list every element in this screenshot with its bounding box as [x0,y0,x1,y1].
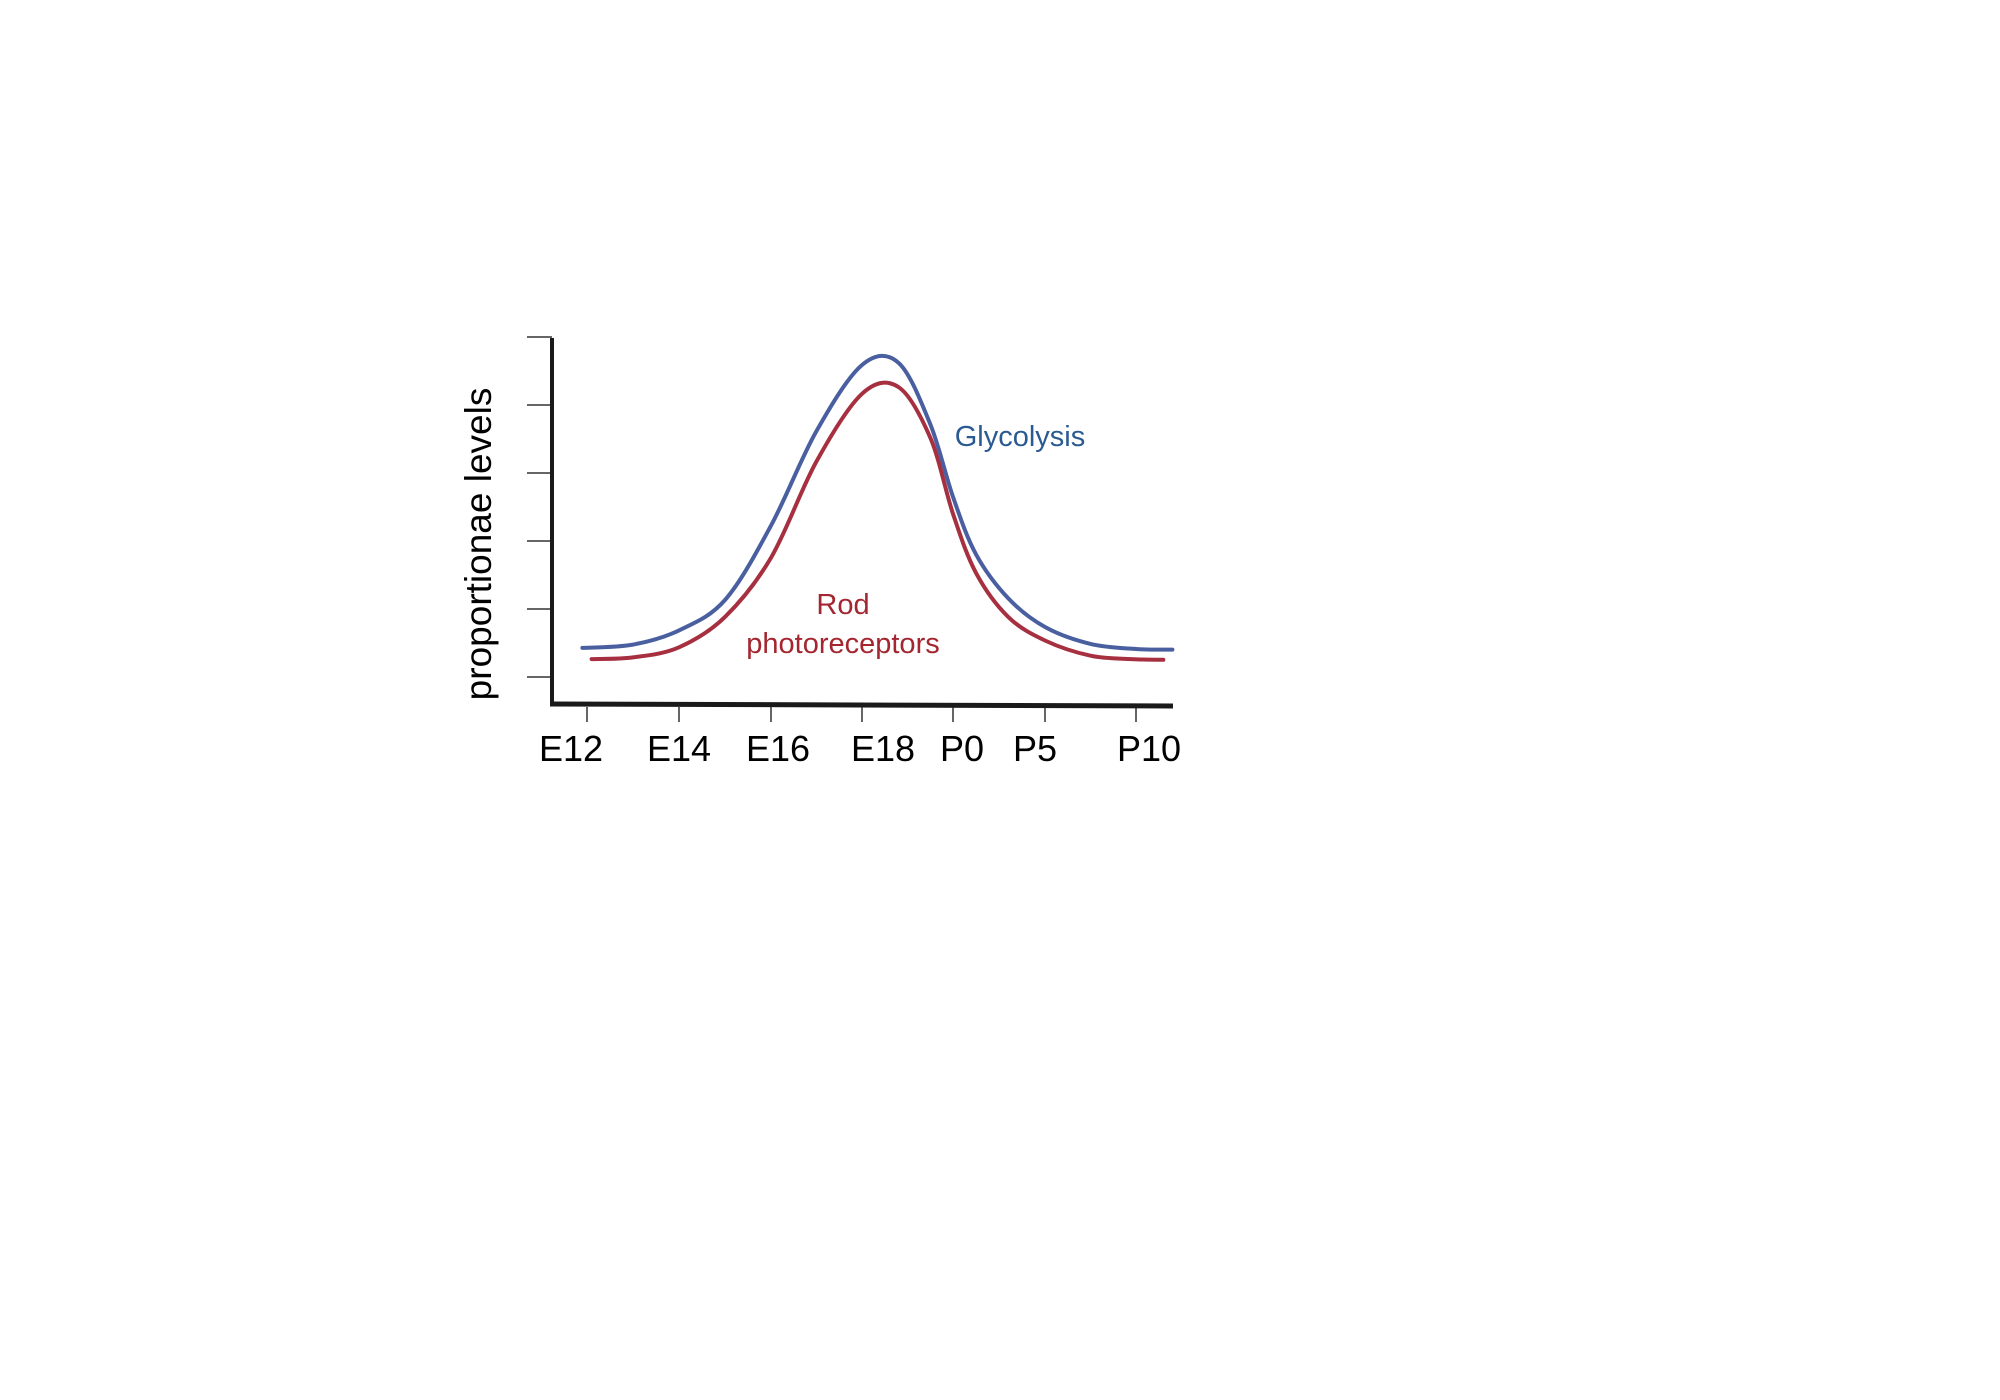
x-axis-ticks [586,707,1137,722]
series-label-line: Rod [816,589,869,621]
x-tick-label-E16: E16 [746,728,810,769]
series-line-glycolysis [580,353,1175,652]
series-label-rod-photoreceptors: Rod photoreceptors [746,589,939,660]
series-label-line: photoreceptors [746,628,939,660]
series-line-rod-photoreceptors [589,380,1166,662]
x-tick-label-P5: P5 [1013,728,1057,769]
series-lines [580,353,1175,662]
x-tick-labels: E12 E14 E16 E18 P0 P5 P10 [539,728,1181,769]
series-label-glycolysis: Glycolysis [955,421,1086,453]
series-label-line: Glycolysis [955,421,1086,453]
x-tick-label-E18: E18 [851,728,915,769]
x-tick-label-P10: P10 [1117,728,1181,769]
series-labels: Glycolysis Rod photoreceptors [746,421,1085,660]
x-tick-label-P0: P0 [940,728,984,769]
y-axis-label: proportionae levels [458,388,499,701]
x-tick-label-E14: E14 [647,728,711,769]
y-axis-ticks [527,336,552,678]
x-axis-line [549,701,1174,709]
x-tick-label-E12: E12 [539,728,603,769]
